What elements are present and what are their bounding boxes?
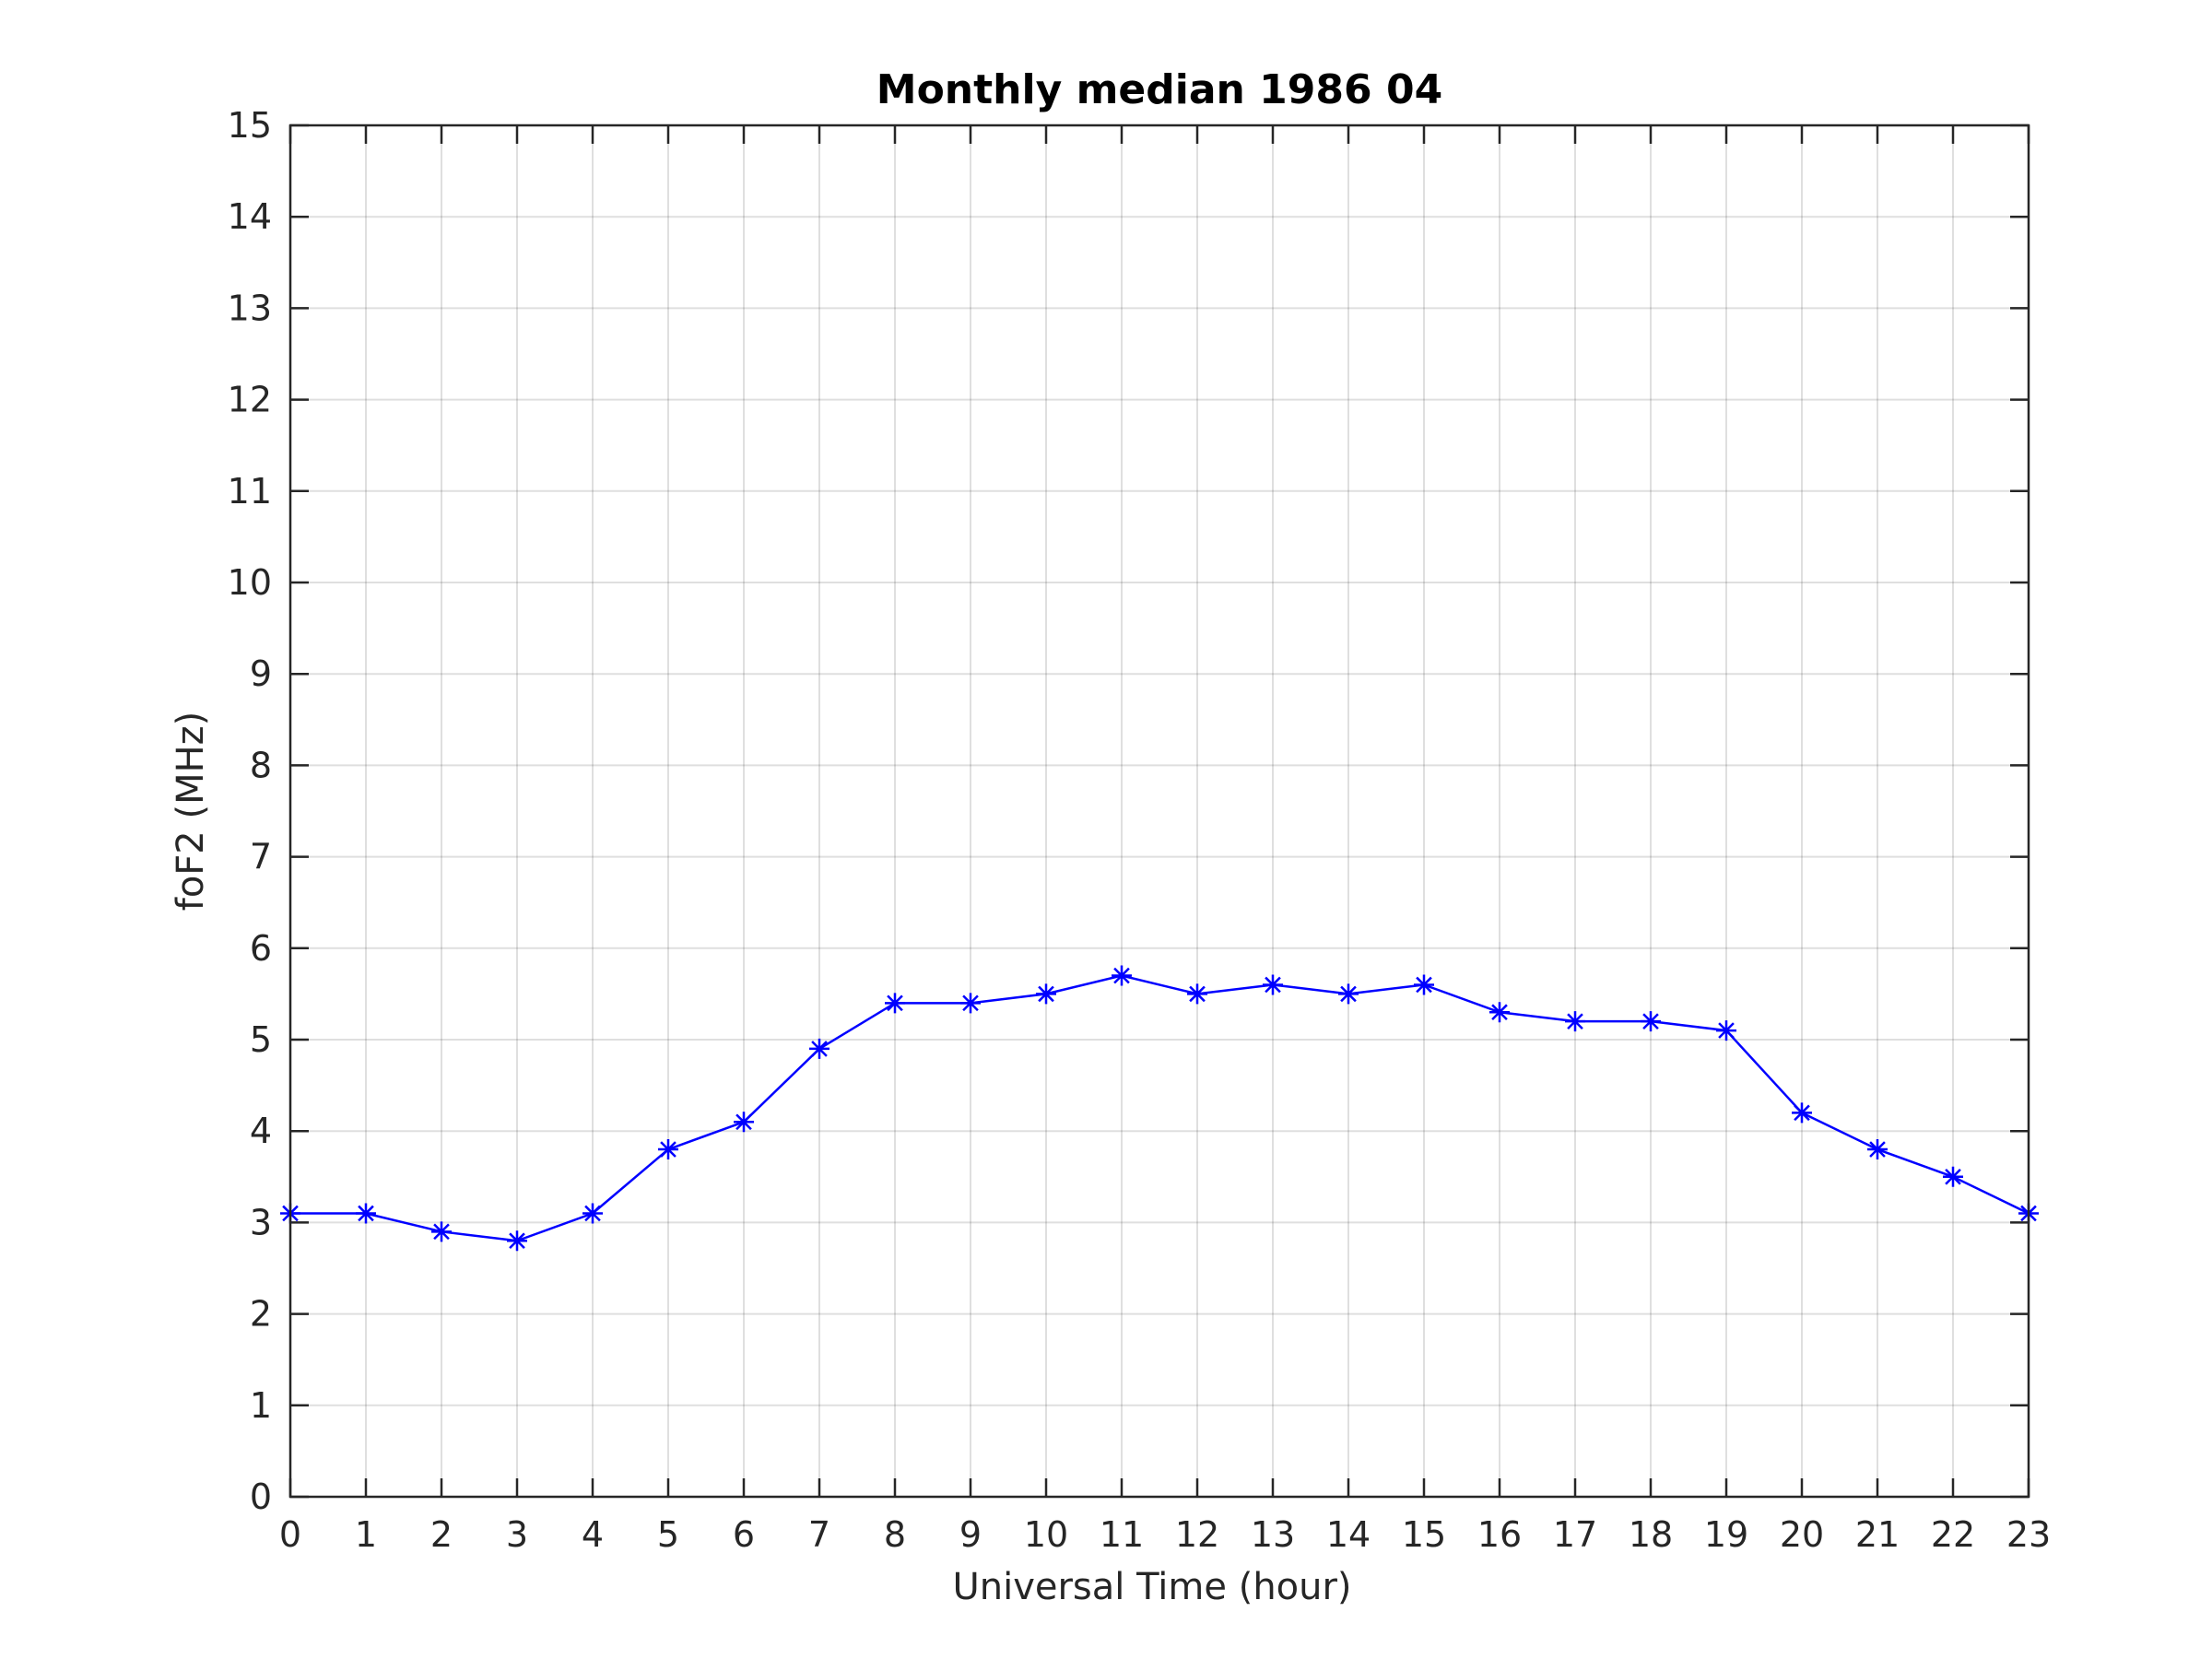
- x-tick-label: 12: [1175, 1514, 1219, 1555]
- chart-title: Monthly median 1986 04: [877, 66, 1442, 113]
- x-tick-label: 5: [657, 1514, 679, 1555]
- x-tick-label: 3: [506, 1514, 528, 1555]
- x-tick-label: 16: [1477, 1514, 1522, 1555]
- data-point: [885, 993, 905, 1014]
- data-point: [582, 1203, 603, 1224]
- plot-area: [290, 125, 2029, 1497]
- y-tick-label: 3: [250, 1202, 272, 1242]
- x-tick-label: 1: [355, 1514, 377, 1555]
- data-point: [1565, 1011, 1585, 1032]
- x-tick-label: 20: [1780, 1514, 1824, 1555]
- y-tick-label: 6: [250, 928, 272, 969]
- x-tick-label: 22: [1931, 1514, 1975, 1555]
- y-tick-label: 12: [228, 380, 272, 420]
- data-point: [960, 993, 981, 1014]
- y-tick-label: 8: [250, 745, 272, 785]
- y-tick-label: 15: [228, 105, 272, 146]
- x-tick-label: 15: [1402, 1514, 1446, 1555]
- y-axis-label: foF2 (MHz): [170, 712, 212, 912]
- data-point: [1112, 965, 1132, 986]
- y-tick-label: 7: [250, 837, 272, 877]
- x-axis-label: Universal Time (hour): [952, 1566, 1351, 1608]
- data-point: [356, 1203, 376, 1224]
- y-tick-label: 1: [250, 1385, 272, 1426]
- data-point: [507, 1230, 527, 1252]
- y-tick-label: 9: [250, 653, 272, 694]
- data-point: [809, 1038, 830, 1059]
- y-tick-label: 4: [250, 1111, 272, 1151]
- x-tick-labels: 0 1 2 3 4 5 6 7 8 9 10 11 12 13 14 15 16 17 18 19 20 21 22 23: [279, 1514, 2051, 1555]
- x-tick-label: 14: [1326, 1514, 1371, 1555]
- y-tick-label: 10: [228, 562, 272, 603]
- x-tick-label: 4: [582, 1514, 604, 1555]
- x-tick-label: 10: [1024, 1514, 1068, 1555]
- x-tick-label: 23: [2006, 1514, 2051, 1555]
- x-tick-label: 13: [1251, 1514, 1295, 1555]
- data-point: [1641, 1011, 1661, 1032]
- y-tick-label: 14: [228, 196, 272, 237]
- x-tick-label: 18: [1629, 1514, 1673, 1555]
- x-tick-label: 0: [279, 1514, 301, 1555]
- grid-lines: [289, 124, 2030, 1498]
- tick-marks: [288, 124, 2030, 1499]
- data-point: [1867, 1139, 1888, 1160]
- x-tick-label: 11: [1100, 1514, 1144, 1555]
- data-point: [1943, 1166, 1963, 1187]
- x-tick-label: 7: [808, 1514, 830, 1555]
- x-tick-label: 17: [1553, 1514, 1597, 1555]
- data-point: [1792, 1102, 1812, 1124]
- data-point: [431, 1221, 452, 1242]
- x-tick-label: 9: [959, 1514, 982, 1555]
- series-line: [290, 974, 2030, 1242]
- y-tick-label: 11: [228, 471, 272, 512]
- data-point: [1338, 983, 1359, 1005]
- data-point: [1414, 974, 1434, 995]
- y-tick-label: 2: [250, 1294, 272, 1335]
- data-point: [1489, 1002, 1510, 1023]
- y-tick-label: 5: [250, 1019, 272, 1060]
- x-tick-label: 6: [733, 1514, 755, 1555]
- data-series: [280, 965, 2039, 1252]
- data-point: [1036, 983, 1056, 1005]
- x-tick-label: 2: [430, 1514, 453, 1555]
- data-point: [1716, 1020, 1736, 1041]
- x-tick-label: 19: [1704, 1514, 1748, 1555]
- plot-frame: [288, 124, 2030, 1499]
- data-point: [658, 1139, 678, 1160]
- y-tick-label: 13: [228, 288, 272, 328]
- data-point: [1187, 983, 1207, 1005]
- data-point: [734, 1112, 754, 1133]
- x-tick-label: 21: [1855, 1514, 1900, 1555]
- data-point: [1263, 974, 1283, 995]
- x-tick-label: 8: [884, 1514, 906, 1555]
- y-tick-label: 0: [250, 1477, 272, 1517]
